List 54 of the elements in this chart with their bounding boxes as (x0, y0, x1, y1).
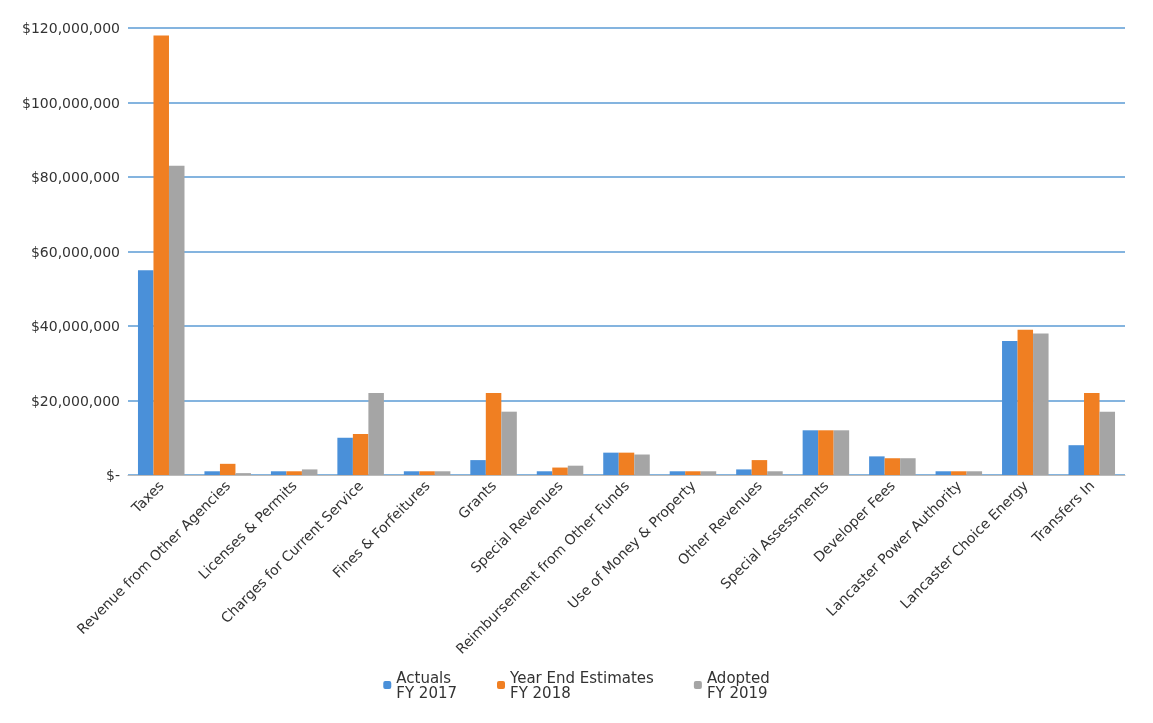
bar (1099, 411, 1116, 475)
bar (1002, 340, 1018, 475)
y-tick-label: $100,000,000 (22, 94, 120, 111)
bar (368, 393, 384, 475)
bar (1033, 333, 1049, 475)
bar (485, 393, 502, 475)
y-tick-label: $- (106, 467, 120, 483)
bar (884, 458, 901, 475)
bar (552, 467, 568, 475)
bar (869, 456, 885, 475)
bar (736, 469, 752, 475)
y-tick-label: $120,000,000 (22, 20, 120, 36)
y-tick-label: $20,000,000 (30, 392, 120, 409)
bar (204, 471, 220, 475)
bar (669, 471, 686, 475)
bar (685, 471, 701, 475)
bar (286, 471, 302, 475)
bar (137, 270, 154, 475)
y-tick-label: $40,000,000 (30, 318, 120, 334)
bar (301, 469, 318, 475)
bar (603, 452, 619, 475)
bar (419, 471, 435, 475)
bar (818, 430, 834, 475)
bar (700, 471, 717, 475)
bar (470, 460, 486, 475)
bar (153, 35, 169, 475)
y-tick-label: $60,000,000 (30, 243, 120, 260)
bar (434, 471, 451, 475)
bar (337, 437, 353, 475)
bar (168, 165, 185, 475)
bar (403, 471, 420, 475)
bar (567, 465, 584, 475)
bar (270, 471, 287, 475)
bar (900, 458, 916, 475)
legend-label: Adopted FY 2019 (706, 668, 770, 702)
bar (951, 471, 967, 475)
bar (536, 471, 553, 475)
bar (219, 463, 236, 475)
bar (1017, 329, 1034, 475)
bar (802, 430, 819, 475)
legend-label: Year End Estimates FY 2018 (509, 668, 655, 702)
legend-label: Actuals FY 2017 (396, 668, 458, 702)
bar (767, 471, 783, 475)
bar (501, 411, 517, 475)
bar (966, 471, 983, 475)
bar (1068, 445, 1085, 475)
bar (751, 460, 768, 475)
bar (935, 471, 952, 475)
bar (1084, 393, 1100, 475)
bar (833, 430, 850, 475)
bar (634, 454, 650, 475)
y-tick-label: $80,000,000 (30, 169, 120, 185)
bar (352, 434, 369, 475)
bar (618, 452, 635, 475)
